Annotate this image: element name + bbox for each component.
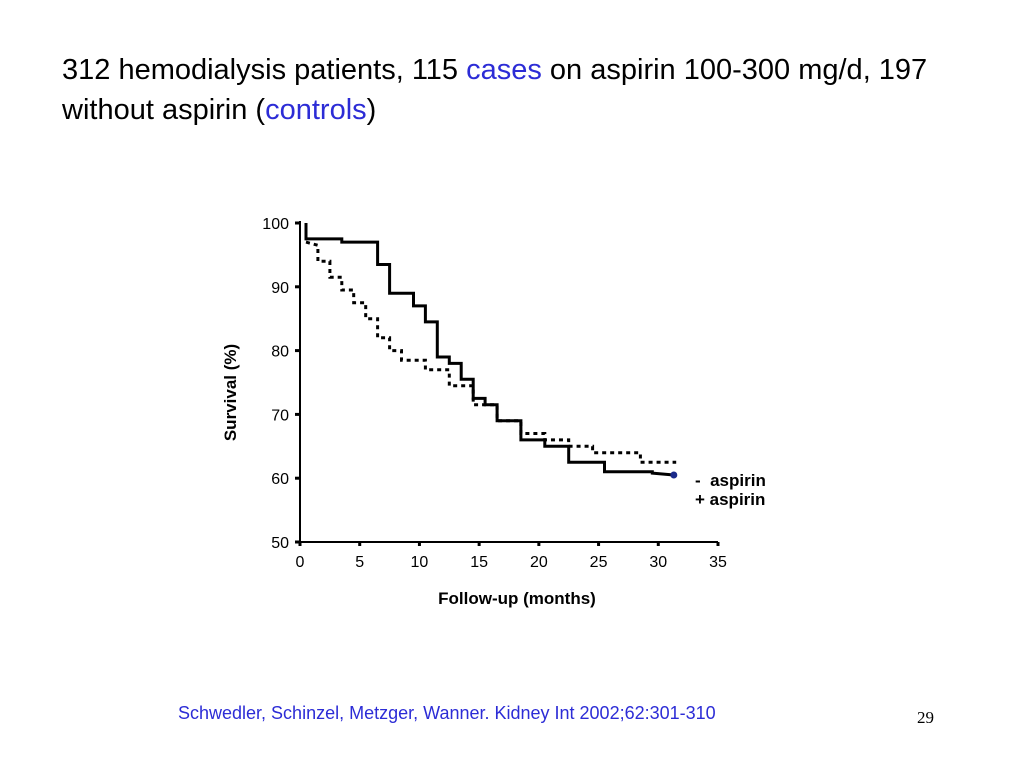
x-tick-label: 5	[355, 554, 364, 571]
x-tick-label: 25	[590, 554, 608, 571]
title-text-2: on aspirin 100-300 mg/d, 197 without asp…	[62, 54, 928, 126]
slide-title: 312 hemodialysis patients, 115 cases on …	[62, 50, 962, 130]
y-tick-label: 90	[271, 280, 289, 297]
citation: Schwedler, Schinzel, Metzger, Wanner. Ki…	[178, 703, 716, 723]
legend-entry: - aspirin	[695, 471, 766, 490]
title-text-1: 312 hemodialysis patients, 115	[62, 54, 467, 86]
x-tick-label: 20	[530, 554, 548, 571]
x-tick-label: 10	[411, 554, 429, 571]
legend-entry: + aspirin	[695, 490, 765, 509]
y-tick-label: 50	[271, 535, 289, 552]
y-axis-label: Survival (%)	[221, 344, 240, 441]
page-number: 29	[917, 708, 934, 727]
series-line-plus-aspirin	[304, 223, 674, 477]
y-tick-label: 100	[262, 216, 289, 233]
series-line-minus-aspirin	[305, 240, 677, 464]
y-tick-label: 80	[271, 344, 289, 361]
x-tick-label: 35	[709, 554, 727, 571]
x-axis-label: Follow-up (months)	[438, 589, 596, 608]
title-controls-highlight: controls	[265, 94, 367, 126]
y-tick-label: 70	[271, 407, 289, 424]
y-tick-label: 60	[271, 471, 289, 488]
title-cases-highlight: cases	[466, 54, 542, 86]
title-text-3: )	[366, 94, 377, 126]
x-tick-label: 30	[649, 554, 667, 571]
series-end-marker	[670, 471, 678, 479]
x-tick-label: 15	[470, 554, 488, 571]
survival-chart: 50 60 70 80 90 100 0 5 10 15 20 25 30 35 Follow-up (mo…	[221, 216, 766, 608]
x-tick-label: 0	[296, 554, 305, 571]
